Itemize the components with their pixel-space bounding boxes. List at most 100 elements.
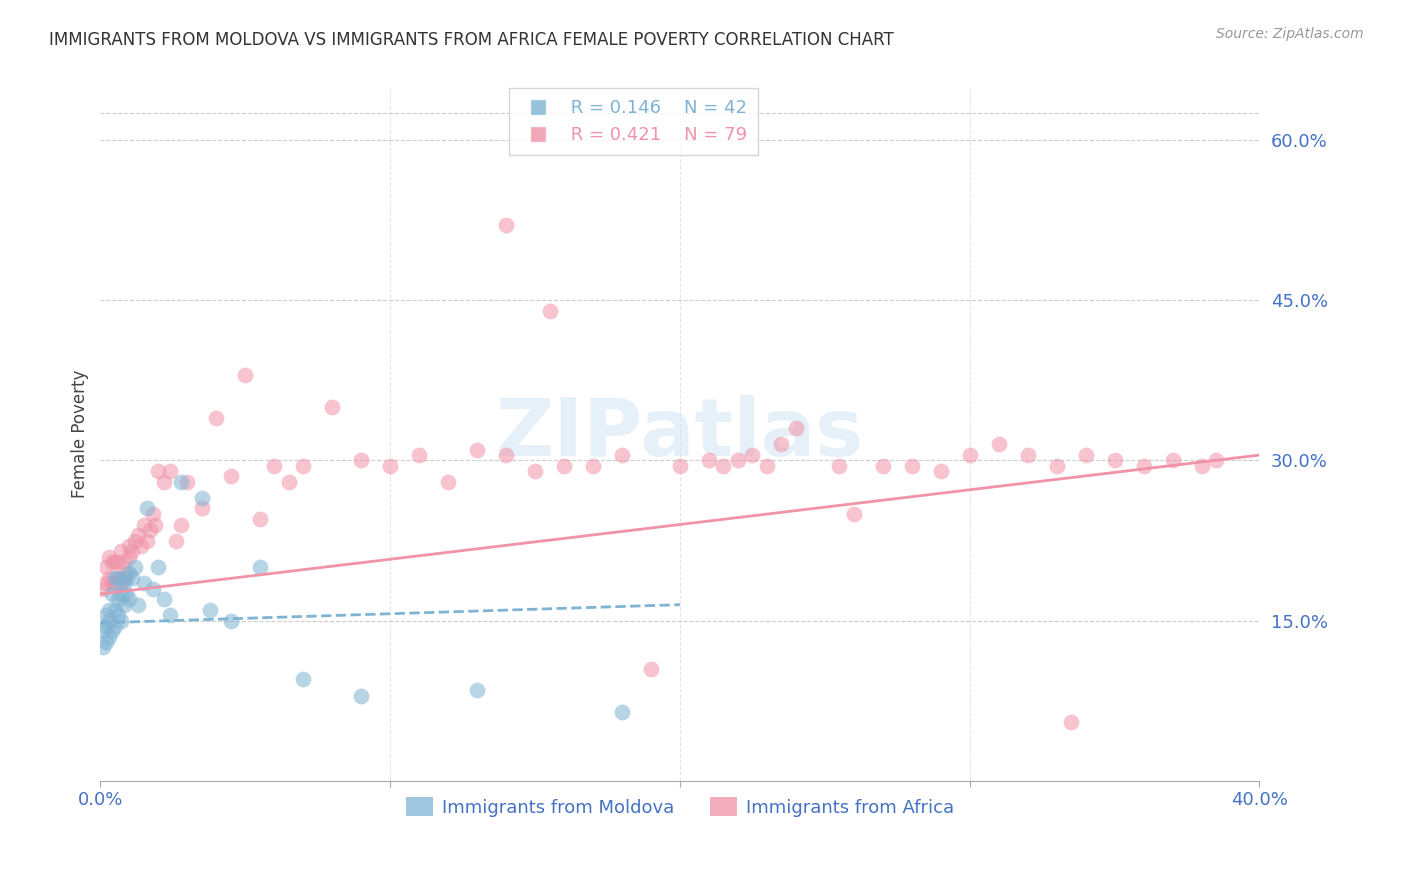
Text: Source: ZipAtlas.com: Source: ZipAtlas.com bbox=[1216, 27, 1364, 41]
Point bbox=[91, 640, 114, 655]
Point bbox=[101, 587, 124, 601]
Point bbox=[200, 603, 222, 617]
Point bbox=[98, 630, 121, 644]
Point bbox=[249, 560, 271, 574]
Point bbox=[132, 576, 155, 591]
Point bbox=[292, 673, 315, 687]
Point bbox=[553, 458, 575, 473]
Point bbox=[321, 400, 343, 414]
Point bbox=[132, 517, 155, 532]
Point bbox=[141, 507, 163, 521]
Point bbox=[1161, 453, 1184, 467]
Point bbox=[842, 507, 865, 521]
Point bbox=[115, 566, 138, 580]
Point bbox=[110, 614, 132, 628]
Point bbox=[538, 303, 561, 318]
Point bbox=[697, 453, 720, 467]
Point bbox=[465, 442, 488, 457]
Point bbox=[101, 555, 124, 569]
Point bbox=[135, 501, 157, 516]
Point bbox=[191, 491, 214, 505]
Point bbox=[959, 448, 981, 462]
Point bbox=[524, 464, 547, 478]
Point bbox=[640, 662, 662, 676]
Point bbox=[127, 598, 149, 612]
Point bbox=[98, 614, 121, 628]
Point bbox=[112, 576, 135, 591]
Point bbox=[1046, 458, 1069, 473]
Point bbox=[828, 458, 851, 473]
Point bbox=[148, 560, 170, 574]
Point bbox=[755, 458, 778, 473]
Point bbox=[153, 592, 176, 607]
Point bbox=[115, 571, 138, 585]
Point bbox=[1017, 448, 1039, 462]
Point bbox=[205, 410, 228, 425]
Point bbox=[145, 517, 167, 532]
Point bbox=[713, 458, 735, 473]
Point bbox=[1191, 458, 1213, 473]
Point bbox=[138, 523, 160, 537]
Point bbox=[94, 635, 117, 649]
Point bbox=[610, 705, 633, 719]
Point bbox=[1205, 453, 1227, 467]
Point bbox=[104, 576, 127, 591]
Point bbox=[118, 549, 141, 564]
Point bbox=[104, 603, 127, 617]
Point bbox=[610, 448, 633, 462]
Point bbox=[669, 458, 692, 473]
Point bbox=[1074, 448, 1097, 462]
Point bbox=[98, 571, 121, 585]
Point bbox=[110, 587, 132, 601]
Point bbox=[107, 592, 129, 607]
Point bbox=[350, 689, 373, 703]
Point bbox=[159, 608, 181, 623]
Point bbox=[159, 464, 181, 478]
Point bbox=[408, 448, 430, 462]
Point bbox=[292, 458, 315, 473]
Point bbox=[465, 683, 488, 698]
Point bbox=[98, 549, 121, 564]
Point bbox=[115, 587, 138, 601]
Point bbox=[91, 624, 114, 639]
Point bbox=[437, 475, 460, 489]
Point bbox=[176, 475, 198, 489]
Point bbox=[107, 571, 129, 585]
Point bbox=[165, 533, 187, 548]
Point bbox=[127, 528, 149, 542]
Point bbox=[170, 517, 193, 532]
Text: ZIPatlas: ZIPatlas bbox=[496, 394, 865, 473]
Point bbox=[110, 576, 132, 591]
Point bbox=[112, 598, 135, 612]
Point bbox=[1060, 715, 1083, 730]
Point bbox=[148, 464, 170, 478]
Point bbox=[277, 475, 299, 489]
Point bbox=[121, 571, 143, 585]
Point bbox=[495, 448, 517, 462]
Point bbox=[98, 603, 121, 617]
Point bbox=[741, 448, 763, 462]
Point bbox=[121, 544, 143, 558]
Point bbox=[929, 464, 952, 478]
Point bbox=[94, 576, 117, 591]
Point bbox=[872, 458, 894, 473]
Point bbox=[104, 571, 127, 585]
Point bbox=[987, 437, 1010, 451]
Point bbox=[94, 560, 117, 574]
Point bbox=[263, 458, 285, 473]
Point bbox=[170, 475, 193, 489]
Point bbox=[219, 469, 242, 483]
Point bbox=[112, 555, 135, 569]
Point bbox=[107, 571, 129, 585]
Point bbox=[118, 592, 141, 607]
Text: IMMIGRANTS FROM MOLDOVA VS IMMIGRANTS FROM AFRICA FEMALE POVERTY CORRELATION CHA: IMMIGRANTS FROM MOLDOVA VS IMMIGRANTS FR… bbox=[49, 31, 894, 49]
Point bbox=[104, 619, 127, 633]
Point bbox=[191, 501, 214, 516]
Point bbox=[124, 560, 146, 574]
Point bbox=[249, 512, 271, 526]
Point bbox=[101, 624, 124, 639]
Point bbox=[153, 475, 176, 489]
Point bbox=[124, 533, 146, 548]
Point bbox=[110, 544, 132, 558]
Point bbox=[1104, 453, 1126, 467]
